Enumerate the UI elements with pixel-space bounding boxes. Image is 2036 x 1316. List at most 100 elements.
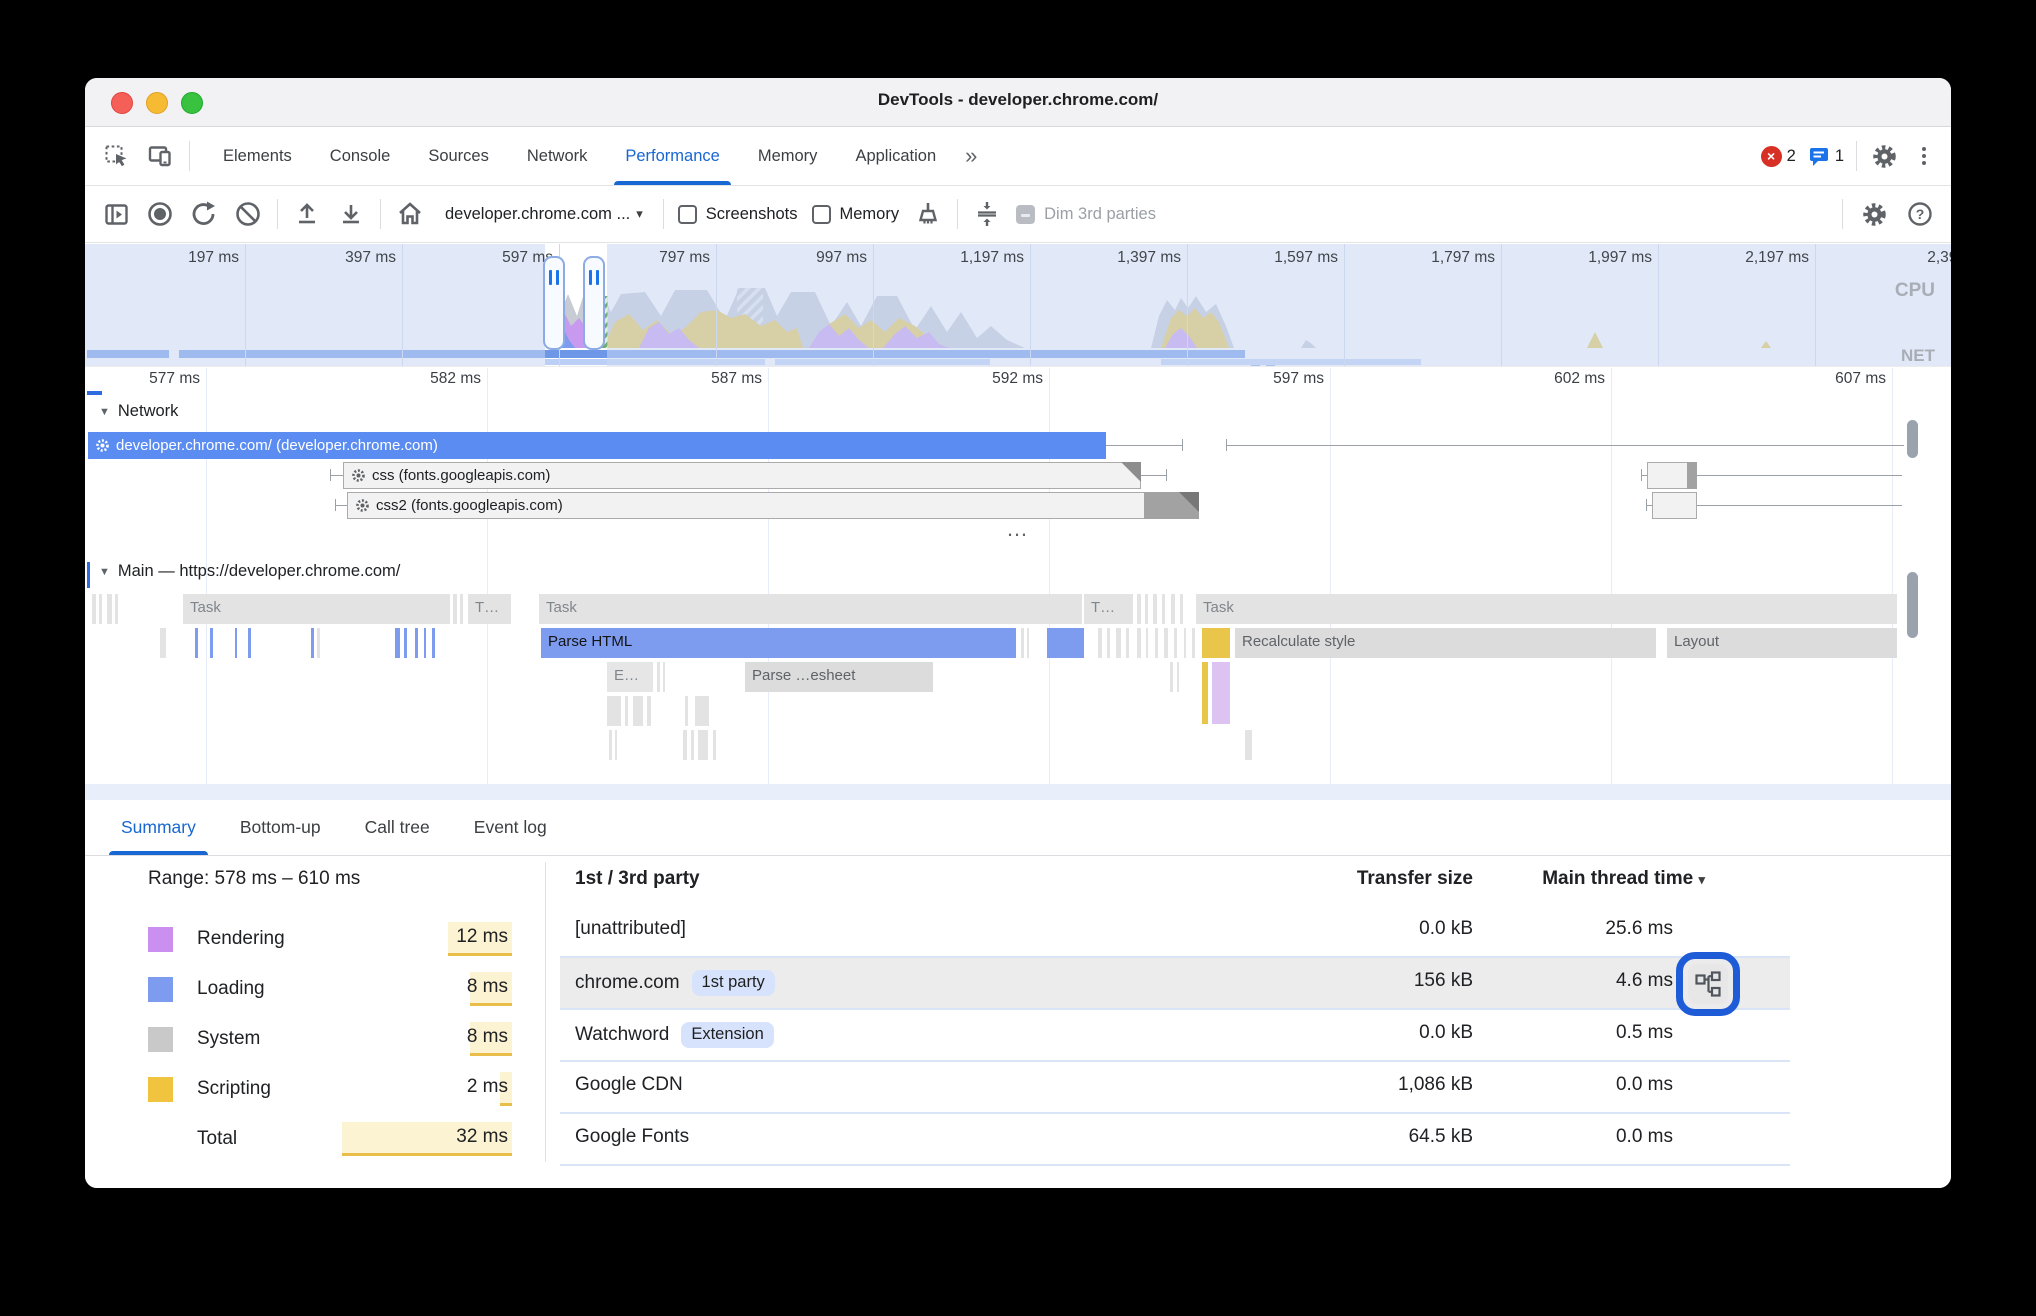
flame-bar[interactable] — [1192, 628, 1195, 658]
flame-bar[interactable] — [1137, 594, 1141, 624]
minimize-button[interactable] — [146, 92, 168, 114]
panel-tab[interactable]: Memory — [757, 146, 818, 165]
table-row[interactable]: Watchword Extension 0.0 kB 0.5 ms — [560, 1010, 1790, 1062]
timeline-overview[interactable]: 197 ms 397 ms 597 ms 797 ms 997 ms 1,197… — [85, 244, 1951, 366]
flame-bar[interactable] — [460, 594, 463, 624]
flame-bar[interactable] — [1153, 594, 1157, 624]
flame-bar[interactable] — [1177, 662, 1179, 692]
flame-bar[interactable] — [115, 594, 118, 624]
flame-bar[interactable] — [657, 662, 660, 692]
flame-bar[interactable]: Task — [1196, 594, 1897, 624]
network-request-css2[interactable]: css2 (fonts.googleapis.com) — [347, 492, 1199, 519]
collapse-tracks-icon[interactable] — [972, 199, 1002, 229]
flame-bar[interactable] — [1155, 628, 1158, 658]
flame-bar[interactable] — [404, 628, 407, 658]
flame-bar[interactable] — [1212, 662, 1230, 724]
flame-bar[interactable] — [1027, 628, 1029, 658]
flame-bar[interactable] — [698, 730, 708, 760]
flame-bar[interactable] — [713, 730, 716, 760]
help-icon[interactable]: ? — [1905, 199, 1935, 229]
flame-bar[interactable]: E… — [607, 662, 653, 692]
flame-bar[interactable] — [615, 730, 617, 760]
flame-bar[interactable] — [1202, 628, 1230, 658]
flame-bar[interactable] — [432, 628, 435, 658]
flame-bar[interactable] — [1137, 628, 1141, 658]
flame-bar[interactable] — [663, 662, 665, 692]
table-row[interactable]: Google CDN 1,086 kB 0.0 ms — [560, 1062, 1790, 1114]
flame-bar[interactable] — [1146, 628, 1148, 658]
flame-bar[interactable] — [1107, 628, 1110, 658]
flame-bar[interactable] — [647, 696, 651, 726]
flame-bar[interactable] — [1126, 628, 1129, 658]
network-request-css[interactable]: css (fonts.googleapis.com) — [343, 462, 1141, 489]
flame-bar[interactable] — [1174, 628, 1177, 658]
flame-bar[interactable] — [1202, 662, 1208, 724]
flame-bar[interactable] — [317, 628, 320, 658]
settings-gear-icon[interactable] — [1869, 141, 1899, 171]
details-tab[interactable]: Event log — [473, 817, 547, 837]
network-track-header[interactable]: ▼ Network — [99, 402, 179, 420]
flame-bar[interactable] — [691, 730, 694, 760]
flame-bar[interactable]: Layout — [1667, 628, 1897, 658]
flame-bar[interactable] — [1171, 594, 1175, 624]
flame-bar[interactable] — [160, 628, 166, 658]
memory-checkbox[interactable]: Memory — [811, 204, 899, 224]
more-options-kebab-icon[interactable] — [1911, 147, 1937, 165]
flame-bar[interactable] — [311, 628, 314, 658]
upload-profile-icon[interactable] — [292, 199, 322, 229]
details-tab[interactable]: Call tree — [364, 817, 430, 837]
flame-bar[interactable] — [92, 594, 96, 624]
flame-bar[interactable] — [633, 696, 643, 726]
flame-bar[interactable] — [453, 594, 457, 624]
flame-bar[interactable] — [609, 730, 612, 760]
flame-bar[interactable] — [685, 696, 688, 726]
flame-bar[interactable] — [1116, 628, 1121, 658]
flame-chart-pane[interactable]: 577 ms 582 ms 587 ms 592 ms 597 ms 602 m… — [85, 366, 1951, 800]
flame-bar[interactable] — [248, 628, 251, 658]
issues-count-badge[interactable]: 1 — [1808, 145, 1844, 168]
reload-record-icon[interactable] — [189, 199, 219, 229]
more-tabs-icon[interactable]: » — [965, 143, 978, 168]
zoom-button[interactable] — [181, 92, 203, 114]
main-scrollbar[interactable] — [1907, 572, 1918, 638]
record-icon[interactable] — [145, 199, 175, 229]
flame-bar[interactable] — [99, 594, 102, 624]
flame-bar[interactable] — [415, 628, 418, 658]
panel-tab[interactable]: Network — [526, 146, 588, 165]
panel-tab[interactable]: Application — [855, 146, 937, 165]
panel-tab[interactable]: Performance — [606, 127, 738, 185]
flame-bar[interactable]: Task — [183, 594, 450, 624]
panel-tab[interactable]: Sources — [428, 146, 489, 165]
table-row[interactable]: chrome.com 1st party 156 kB 4.6 ms — [560, 958, 1790, 1010]
track-resize-handle[interactable]: … — [1006, 516, 1030, 541]
network-scrollbar[interactable] — [1907, 420, 1918, 458]
flame-bar[interactable] — [1245, 730, 1252, 760]
flame-bar[interactable] — [607, 696, 621, 726]
flame-bar[interactable] — [1180, 594, 1183, 624]
flame-bar[interactable] — [395, 628, 400, 658]
close-button[interactable] — [111, 92, 133, 114]
table-row[interactable]: Google Fonts 64.5 kB 0.0 ms — [560, 1114, 1790, 1166]
flame-bar[interactable]: Parse HTML — [541, 628, 1016, 658]
flame-bar[interactable] — [695, 696, 709, 726]
panel-tab[interactable]: Elements — [223, 146, 292, 165]
inspect-element-icon[interactable] — [101, 141, 131, 171]
network-request-main-document[interactable]: developer.chrome.com/ (developer.chrome.… — [88, 432, 1106, 459]
details-tab[interactable]: Bottom-up — [239, 817, 321, 837]
selection-handle-right[interactable] — [583, 256, 605, 350]
table-row[interactable]: [unattributed] 0.0 kB 25.6 ms — [560, 906, 1790, 958]
screenshots-checkbox[interactable]: Screenshots — [677, 204, 798, 224]
home-icon[interactable] — [395, 199, 425, 229]
flame-bar[interactable]: Parse …esheet — [745, 662, 933, 692]
flame-bar[interactable] — [107, 594, 112, 624]
collect-garbage-icon[interactable] — [913, 199, 943, 229]
details-tab[interactable]: Summary — [99, 800, 218, 855]
flame-bar[interactable]: T… — [468, 594, 511, 624]
flame-bar[interactable] — [625, 696, 628, 726]
flame-bar[interactable] — [235, 628, 237, 658]
clear-icon[interactable] — [233, 199, 263, 229]
flame-bar[interactable] — [1047, 628, 1084, 658]
flame-bar[interactable] — [424, 628, 426, 658]
capture-settings-gear-icon[interactable] — [1859, 199, 1889, 229]
network-request-late[interactable] — [1652, 492, 1697, 519]
